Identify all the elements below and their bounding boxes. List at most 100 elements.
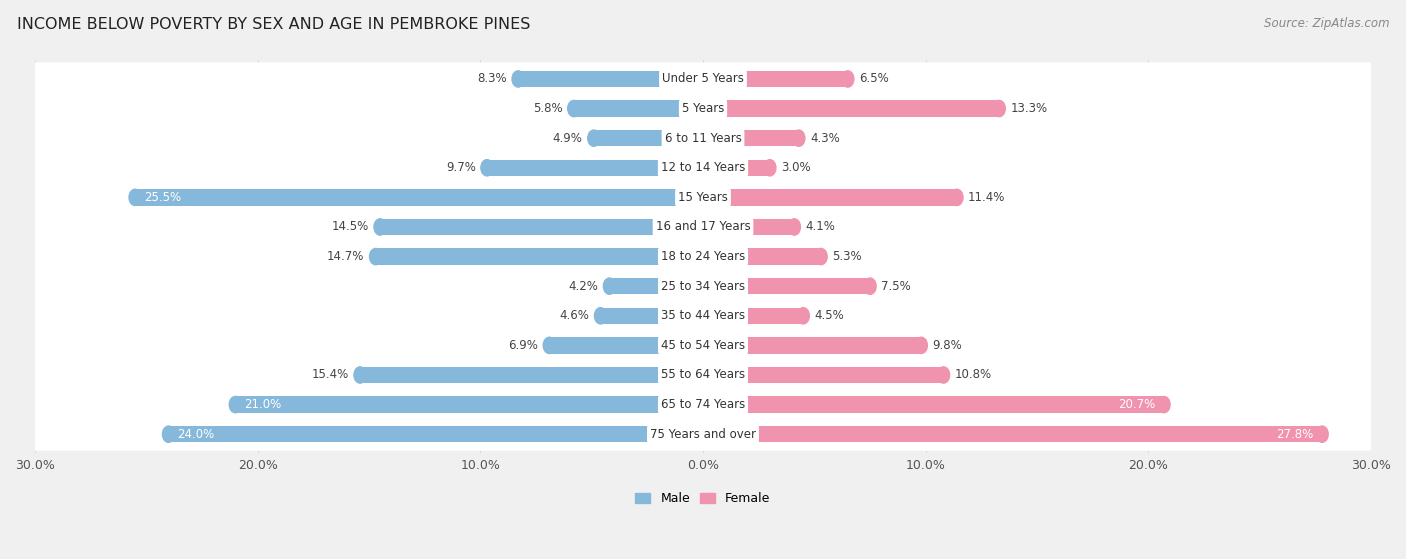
Text: 35 to 44 Years: 35 to 44 Years	[661, 309, 745, 323]
Bar	[380, 219, 703, 235]
Legend: Male, Female: Male, Female	[630, 487, 776, 510]
Text: 21.0%: 21.0%	[245, 398, 281, 411]
Bar	[574, 101, 703, 117]
Circle shape	[163, 426, 174, 442]
Circle shape	[1157, 396, 1170, 413]
Bar	[600, 307, 703, 324]
Text: 5 Years: 5 Years	[682, 102, 724, 115]
Circle shape	[354, 367, 366, 383]
Bar	[703, 101, 1000, 117]
Text: 4.3%: 4.3%	[810, 132, 839, 145]
FancyBboxPatch shape	[21, 388, 1385, 421]
Text: 4.6%: 4.6%	[560, 309, 589, 323]
FancyBboxPatch shape	[21, 92, 1385, 125]
Circle shape	[481, 160, 494, 176]
FancyBboxPatch shape	[21, 122, 1385, 155]
Text: 6.5%: 6.5%	[859, 73, 889, 86]
Bar	[703, 337, 921, 353]
Text: 15 Years: 15 Years	[678, 191, 728, 204]
FancyBboxPatch shape	[21, 358, 1385, 391]
Bar	[703, 278, 870, 295]
Bar	[703, 190, 957, 206]
Circle shape	[370, 248, 382, 265]
Bar	[703, 160, 770, 176]
Text: 4.5%: 4.5%	[814, 309, 844, 323]
Text: 4.1%: 4.1%	[806, 220, 835, 234]
FancyBboxPatch shape	[21, 210, 1385, 244]
Text: 45 to 54 Years: 45 to 54 Years	[661, 339, 745, 352]
Bar	[550, 337, 703, 353]
Bar	[375, 248, 703, 265]
Circle shape	[512, 71, 524, 87]
Circle shape	[595, 307, 606, 324]
Bar	[360, 367, 703, 383]
Circle shape	[789, 219, 800, 235]
FancyBboxPatch shape	[21, 181, 1385, 214]
Text: 55 to 64 Years: 55 to 64 Years	[661, 368, 745, 381]
Bar	[703, 426, 1322, 442]
FancyBboxPatch shape	[21, 269, 1385, 303]
Text: 12 to 14 Years: 12 to 14 Years	[661, 161, 745, 174]
Bar	[593, 130, 703, 146]
Text: 25 to 34 Years: 25 to 34 Years	[661, 280, 745, 293]
Text: 20.7%: 20.7%	[1118, 398, 1156, 411]
Bar	[609, 278, 703, 295]
Text: 5.3%: 5.3%	[832, 250, 862, 263]
Text: 15.4%: 15.4%	[312, 368, 349, 381]
Circle shape	[1316, 426, 1329, 442]
Text: 65 to 74 Years: 65 to 74 Years	[661, 398, 745, 411]
Text: 3.0%: 3.0%	[780, 161, 811, 174]
Text: 18 to 24 Years: 18 to 24 Years	[661, 250, 745, 263]
Text: 6.9%: 6.9%	[509, 339, 538, 352]
FancyBboxPatch shape	[21, 299, 1385, 333]
Bar	[135, 190, 703, 206]
Text: 16 and 17 Years: 16 and 17 Years	[655, 220, 751, 234]
Bar	[703, 219, 794, 235]
Text: INCOME BELOW POVERTY BY SEX AND AGE IN PEMBROKE PINES: INCOME BELOW POVERTY BY SEX AND AGE IN P…	[17, 17, 530, 32]
Text: 13.3%: 13.3%	[1011, 102, 1047, 115]
Circle shape	[763, 160, 776, 176]
FancyBboxPatch shape	[21, 151, 1385, 184]
Bar	[235, 396, 703, 413]
Text: 11.4%: 11.4%	[967, 191, 1005, 204]
Text: 24.0%: 24.0%	[177, 428, 215, 440]
Text: 10.8%: 10.8%	[955, 368, 991, 381]
Text: Under 5 Years: Under 5 Years	[662, 73, 744, 86]
Text: 9.8%: 9.8%	[932, 339, 962, 352]
Circle shape	[993, 101, 1005, 117]
Bar	[703, 71, 848, 87]
Circle shape	[863, 278, 876, 295]
Text: 14.5%: 14.5%	[332, 220, 368, 234]
Circle shape	[374, 219, 387, 235]
Bar	[703, 307, 803, 324]
Bar	[703, 130, 799, 146]
FancyBboxPatch shape	[21, 240, 1385, 273]
Text: Source: ZipAtlas.com: Source: ZipAtlas.com	[1264, 17, 1389, 30]
Circle shape	[568, 101, 579, 117]
Text: 4.9%: 4.9%	[553, 132, 582, 145]
Circle shape	[915, 337, 928, 353]
Circle shape	[229, 396, 242, 413]
FancyBboxPatch shape	[21, 63, 1385, 96]
Text: 5.8%: 5.8%	[533, 102, 562, 115]
Circle shape	[603, 278, 616, 295]
Circle shape	[797, 307, 810, 324]
Circle shape	[842, 71, 853, 87]
Text: 14.7%: 14.7%	[328, 250, 364, 263]
Bar	[519, 71, 703, 87]
FancyBboxPatch shape	[21, 418, 1385, 451]
Bar	[703, 396, 1164, 413]
Text: 75 Years and over: 75 Years and over	[650, 428, 756, 440]
Circle shape	[815, 248, 827, 265]
Bar	[703, 367, 943, 383]
Circle shape	[950, 190, 963, 206]
Text: 9.7%: 9.7%	[446, 161, 475, 174]
Bar	[486, 160, 703, 176]
Text: 7.5%: 7.5%	[882, 280, 911, 293]
Circle shape	[129, 190, 141, 206]
FancyBboxPatch shape	[21, 329, 1385, 362]
Bar	[703, 248, 821, 265]
Circle shape	[543, 337, 555, 353]
Circle shape	[938, 367, 949, 383]
Text: 8.3%: 8.3%	[478, 73, 508, 86]
